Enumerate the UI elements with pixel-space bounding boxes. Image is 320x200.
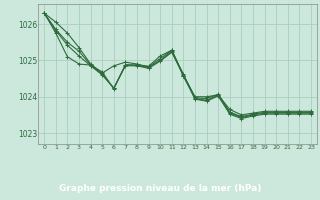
Text: Graphe pression niveau de la mer (hPa): Graphe pression niveau de la mer (hPa) [59, 184, 261, 193]
